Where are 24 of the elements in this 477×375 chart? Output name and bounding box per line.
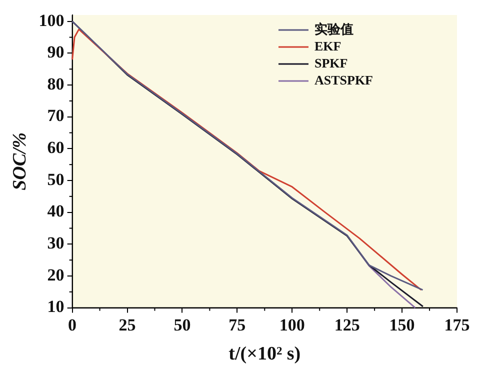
x-axis-title: t/(×10² s): [228, 344, 301, 365]
y-tick-label: 40: [47, 202, 64, 221]
y-tick-label: 50: [47, 170, 64, 189]
x-tick-label: 125: [334, 315, 360, 334]
x-tick-label: 150: [389, 315, 415, 334]
y-tick-label: 30: [47, 234, 64, 253]
y-tick-label: 70: [47, 106, 64, 126]
y-tick-label: 60: [47, 138, 64, 158]
legend-label: EKF: [314, 38, 342, 54]
y-axis-title: SOC/%: [9, 132, 30, 190]
y-tick-label: 10: [47, 297, 64, 316]
x-tick-label: 100: [279, 315, 305, 334]
x-tick-label: 0: [68, 315, 77, 334]
legend-label: SPKF: [314, 55, 348, 70]
legend-label: 实验值: [314, 21, 354, 36]
y-tick-label: 80: [47, 74, 64, 94]
y-tick-label: 20: [47, 265, 64, 284]
x-tick-label: 75: [228, 315, 246, 334]
y-tick-label: 100: [38, 10, 64, 30]
x-tick-label: 25: [118, 315, 136, 334]
legend-label: ASTSPKF: [314, 72, 374, 88]
y-tick-label: 90: [47, 42, 64, 62]
x-tick-label: 175: [444, 315, 470, 334]
x-tick-label: 50: [174, 315, 191, 334]
